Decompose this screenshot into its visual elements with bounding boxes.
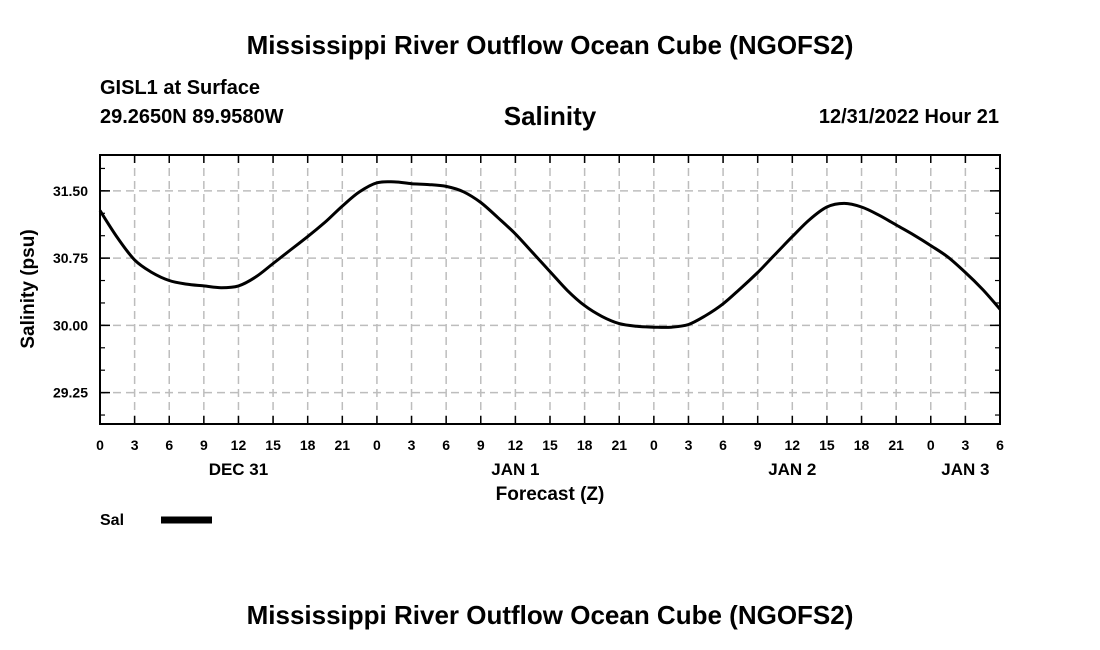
x-tick-label: 0 (927, 437, 935, 453)
legend: Sal (100, 512, 212, 529)
x-tick-label: 6 (165, 437, 173, 453)
x-tick-label: 18 (854, 437, 870, 453)
main-title: Mississippi River Outflow Ocean Cube (NG… (246, 30, 854, 60)
grid-lines (100, 155, 1000, 424)
forecast-time: 12/31/2022 Hour 21 (818, 106, 999, 128)
x-tick-label: 0 (650, 437, 658, 453)
x-tick-label: 3 (408, 437, 416, 453)
x-tick-label: 3 (961, 437, 969, 453)
axis-labels: 0 3 6 9 12 15 18 21 0 3 6 9 12 15 18 21 0 3 6 9 12 15 18 21 0 3 6 D… (53, 183, 1004, 479)
x-tick-label: 6 (719, 437, 727, 453)
x-axis-label: Forecast (Z) (496, 484, 605, 505)
x-tick-label: 3 (131, 437, 139, 453)
x-tick-label: 12 (785, 437, 801, 453)
series-line-sal (98, 180, 1002, 329)
chart-title: Salinity (503, 101, 597, 131)
legend-label-sal: Sal (100, 512, 124, 529)
x-tick-label: 6 (996, 437, 1004, 453)
x-tick-label: 0 (373, 437, 381, 453)
x-tick-label: 9 (200, 437, 208, 453)
series-layer (98, 180, 1002, 329)
y-tick-label: 30.75 (53, 250, 88, 266)
x-tick-label: 9 (754, 437, 762, 453)
x-tick-label: 15 (542, 437, 558, 453)
x-tick-label: 15 (819, 437, 835, 453)
x-tick-label: 21 (335, 437, 351, 453)
footer-title: Mississippi River Outflow Ocean Cube (NG… (246, 600, 854, 630)
x-tick-label: 18 (300, 437, 316, 453)
y-axis-label: Salinity (psu) (18, 229, 39, 348)
station-coordinates: 29.2650N 89.9580W (100, 106, 284, 128)
x-tick-label: 21 (611, 437, 627, 453)
y-tick-label: 29.25 (53, 385, 88, 401)
x-date-label: JAN 3 (941, 460, 989, 479)
x-tick-label: 12 (231, 437, 247, 453)
x-tick-label: 12 (508, 437, 524, 453)
x-date-label: DEC 31 (209, 460, 269, 479)
x-tick-label: 0 (96, 437, 104, 453)
station-name: GISL1 at Surface (100, 77, 261, 99)
y-tick-label: 31.50 (53, 183, 88, 199)
x-date-label: JAN 1 (491, 460, 539, 479)
x-tick-label: 21 (888, 437, 904, 453)
x-tick-label: 15 (265, 437, 281, 453)
x-tick-label: 18 (577, 437, 593, 453)
x-tick-label: 6 (442, 437, 450, 453)
x-tick-label: 9 (477, 437, 485, 453)
y-tick-label: 30.00 (53, 317, 88, 333)
x-tick-label: 3 (685, 437, 693, 453)
x-date-label: JAN 2 (768, 460, 816, 479)
axis-ticks (99, 155, 1001, 424)
